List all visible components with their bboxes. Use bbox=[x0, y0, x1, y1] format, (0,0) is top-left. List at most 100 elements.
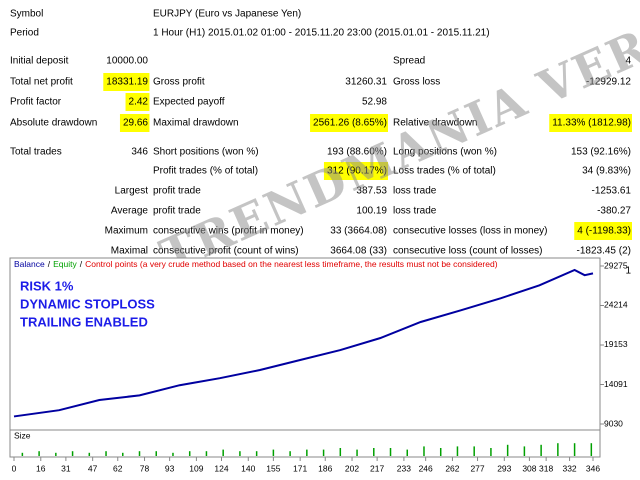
x-tick-label: 155 bbox=[266, 463, 280, 473]
stat-label: consecutive wins (profit in money) bbox=[153, 226, 304, 237]
x-tick-label: 202 bbox=[345, 463, 359, 473]
chart-frame bbox=[9, 257, 601, 431]
stat-label: Long positions (won %) bbox=[393, 147, 497, 158]
stat-label: Profit trades (% of total) bbox=[153, 166, 258, 177]
x-tick-label: 124 bbox=[214, 463, 228, 473]
stat-label: Maximal drawdown bbox=[153, 118, 239, 129]
stat-label: profit trade bbox=[153, 186, 201, 197]
stat-value: 3664.08 (33) bbox=[330, 246, 387, 257]
x-tick-label: 308 bbox=[522, 463, 536, 473]
size-bar bbox=[322, 449, 325, 456]
x-tick-label: 346 bbox=[586, 463, 600, 473]
size-bar bbox=[389, 448, 392, 456]
highlight bbox=[323, 162, 388, 180]
stat-value: -1253.61 bbox=[592, 186, 632, 197]
stat-label: loss trade bbox=[393, 186, 437, 197]
stat-label: Initial deposit bbox=[10, 56, 69, 67]
size-bar bbox=[339, 448, 342, 456]
stat-label: consecutive losses (loss in money) bbox=[393, 226, 548, 237]
size-bar bbox=[105, 451, 107, 456]
size-bar bbox=[406, 449, 409, 456]
stat-value: 346 bbox=[131, 147, 148, 158]
highlight bbox=[119, 114, 150, 132]
size-bar bbox=[38, 451, 40, 456]
size-bar bbox=[205, 451, 208, 456]
stat-value: 18331.19 bbox=[106, 77, 148, 88]
stat-value: 10000.00 bbox=[106, 56, 148, 67]
stat-value: 52.98 bbox=[362, 97, 387, 108]
x-tick-label: 140 bbox=[241, 463, 255, 473]
stat-value: 100.19 bbox=[356, 206, 387, 217]
size-frame bbox=[9, 429, 601, 458]
annotation: RISK 1% bbox=[20, 278, 74, 293]
size-bar bbox=[138, 451, 141, 456]
size-label: Size bbox=[14, 430, 31, 440]
x-tick-label: 332 bbox=[562, 463, 576, 473]
size-bar bbox=[172, 452, 174, 456]
size-bar bbox=[373, 448, 375, 456]
highlight bbox=[310, 114, 388, 132]
y-tick-label: 9030 bbox=[604, 418, 623, 428]
stat-value: 34 (9.83%) bbox=[582, 166, 631, 177]
stat-label: Profit factor bbox=[10, 97, 62, 108]
x-tick-label: 277 bbox=[470, 463, 484, 473]
size-bar bbox=[239, 451, 241, 456]
x-tick-label: 171 bbox=[293, 463, 307, 473]
x-tick-label: 233 bbox=[397, 463, 411, 473]
x-tick-label: 78 bbox=[140, 463, 150, 473]
stat-value: 29.66 bbox=[123, 118, 148, 129]
size-bar bbox=[222, 449, 224, 456]
size-bar bbox=[289, 451, 291, 456]
stat-value: 31260.31 bbox=[345, 77, 387, 88]
x-tick-label: 293 bbox=[497, 463, 511, 473]
highlight bbox=[574, 222, 632, 240]
field-label: Symbol bbox=[10, 9, 43, 20]
highlight bbox=[125, 93, 150, 111]
highlight bbox=[549, 114, 632, 132]
stat-label: Average bbox=[111, 206, 149, 217]
stat-value: 4 (-1198.33) bbox=[577, 226, 631, 237]
size-bar bbox=[122, 452, 124, 456]
x-tick-label: 16 bbox=[36, 463, 46, 473]
size-bar bbox=[55, 452, 57, 456]
watermark: TRENDMANIA VER. 7 bbox=[152, 0, 640, 283]
size-bar bbox=[188, 451, 191, 456]
x-tick-label: 93 bbox=[165, 463, 175, 473]
stat-value: 387.53 bbox=[356, 186, 387, 197]
size-bar bbox=[272, 449, 275, 456]
stat-value: -1823.45 (2) bbox=[577, 246, 631, 257]
size-bar bbox=[573, 443, 576, 456]
x-tick-label: 246 bbox=[419, 463, 433, 473]
stat-value: 2561.26 (8.65%) bbox=[313, 118, 387, 129]
field-label: Period bbox=[10, 28, 39, 39]
legend-separator: / bbox=[80, 259, 83, 269]
x-tick-label: 217 bbox=[370, 463, 384, 473]
x-tick-label: 318 bbox=[539, 463, 553, 473]
size-bar bbox=[255, 451, 258, 456]
field-value: 1 Hour (H1) 2015.01.02 01:00 - 2015.11.2… bbox=[153, 28, 490, 39]
stat-label: Total net profit bbox=[10, 77, 73, 88]
size-bar bbox=[506, 444, 509, 456]
size-bar bbox=[473, 446, 475, 456]
x-tick-label: 262 bbox=[445, 463, 459, 473]
size-bar bbox=[356, 449, 358, 456]
size-bar bbox=[439, 448, 442, 456]
y-tick-label: 29275 bbox=[604, 260, 628, 270]
legend: Balance / Equity / Control points (a very cr… bbox=[14, 259, 498, 269]
stat-label: profit trade bbox=[153, 206, 201, 217]
x-tick-label: 62 bbox=[113, 463, 123, 473]
highlight bbox=[103, 73, 150, 91]
size-bar bbox=[21, 452, 24, 456]
stat-value: 193 (88.60%) bbox=[327, 147, 387, 158]
stat-label: Loss trades (% of total) bbox=[393, 166, 496, 177]
x-tick-label: 47 bbox=[88, 463, 98, 473]
stat-value: 4 bbox=[625, 56, 631, 67]
stat-label: loss trade bbox=[393, 206, 437, 217]
stat-label: Largest bbox=[115, 186, 149, 197]
size-bar bbox=[523, 446, 526, 456]
size-bar bbox=[540, 444, 542, 456]
legend-separator: / bbox=[48, 259, 51, 269]
x-tick-label: 109 bbox=[189, 463, 203, 473]
size-bar bbox=[590, 443, 593, 456]
